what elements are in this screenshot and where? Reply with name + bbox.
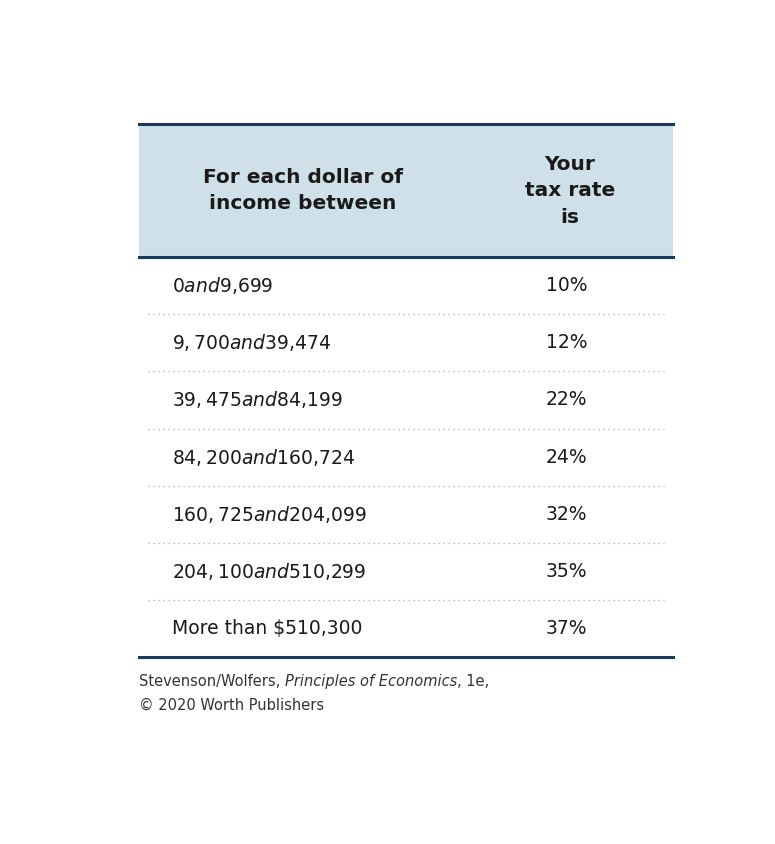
Text: $39,475 and $84,199: $39,475 and $84,199 bbox=[172, 389, 343, 410]
Text: 12%: 12% bbox=[546, 333, 587, 353]
Text: $9,700 and $39,474: $9,700 and $39,474 bbox=[172, 333, 331, 354]
Text: More than $510,300: More than $510,300 bbox=[172, 619, 363, 638]
Text: Your
tax rate
is: Your tax rate is bbox=[525, 154, 615, 227]
Text: $84,200 and $160,724: $84,200 and $160,724 bbox=[172, 446, 355, 468]
FancyBboxPatch shape bbox=[139, 124, 673, 257]
Text: © 2020 Worth Publishers: © 2020 Worth Publishers bbox=[139, 698, 324, 713]
Text: $160,725 and $204,099: $160,725 and $204,099 bbox=[172, 504, 367, 525]
Text: Principles of Economics: Principles of Economics bbox=[284, 674, 457, 689]
Text: 32%: 32% bbox=[546, 505, 587, 523]
Text: , 1e,: , 1e, bbox=[457, 674, 489, 689]
Text: 24%: 24% bbox=[546, 447, 587, 467]
FancyBboxPatch shape bbox=[139, 257, 673, 657]
Text: For each dollar of
income between: For each dollar of income between bbox=[202, 168, 402, 214]
Text: $204,100 and $510,299: $204,100 and $510,299 bbox=[172, 560, 366, 582]
Text: Stevenson/Wolfers,: Stevenson/Wolfers, bbox=[139, 674, 284, 689]
Text: 37%: 37% bbox=[546, 619, 587, 638]
Text: 10%: 10% bbox=[546, 276, 587, 295]
Text: 35%: 35% bbox=[546, 562, 587, 581]
Text: 22%: 22% bbox=[546, 391, 587, 409]
Text: $0 and $9,699: $0 and $9,699 bbox=[172, 275, 274, 296]
